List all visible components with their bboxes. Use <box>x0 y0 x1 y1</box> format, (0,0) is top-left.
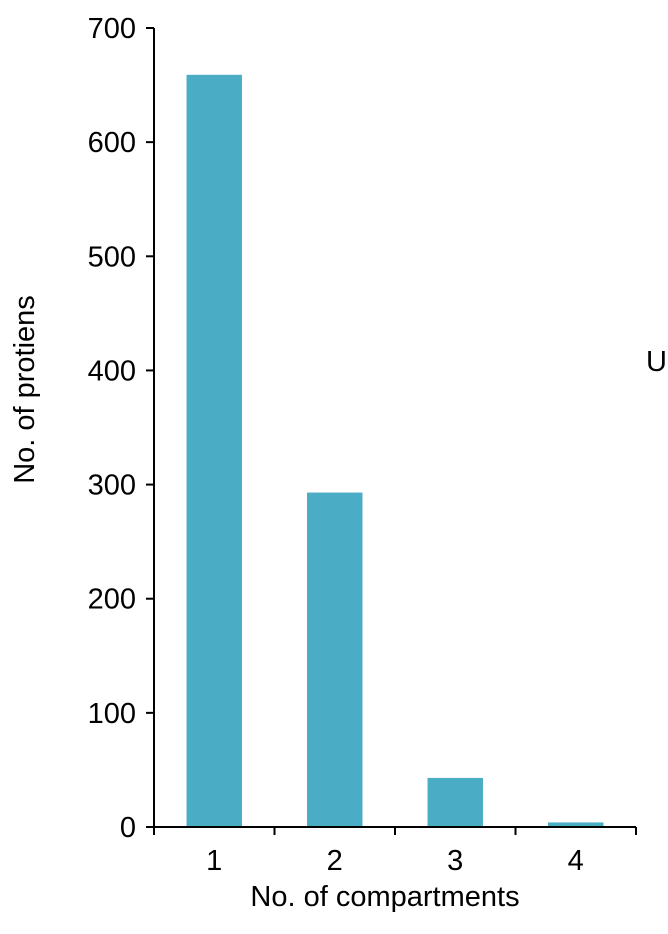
y-tick-label-500: 500 <box>88 241 136 273</box>
x-axis-title: No. of compartments <box>250 881 519 913</box>
x-axis: 1 2 3 4 <box>153 826 637 877</box>
x-tick-label-2: 2 <box>327 845 343 877</box>
bars-group <box>186 74 604 827</box>
bar-1 <box>186 74 242 827</box>
y-tick-label-600: 600 <box>88 127 136 159</box>
y-tick-label-100: 100 <box>88 698 136 730</box>
y-tick-label-300: 300 <box>88 470 136 502</box>
x-tick-label-4: 4 <box>568 845 584 877</box>
side-text: U <box>646 346 667 378</box>
y-axis: 0 100 200 300 400 500 600 700 <box>88 13 155 844</box>
x-tick-label-1: 1 <box>206 845 222 877</box>
y-tick-label-200: 200 <box>88 584 136 616</box>
y-tick-label-0: 0 <box>120 812 136 844</box>
x-tick-label-3: 3 <box>447 845 463 877</box>
y-axis-title: No. of protiens <box>9 295 41 484</box>
bar-4 <box>548 822 604 827</box>
bar-2 <box>307 492 363 827</box>
bar-3 <box>427 777 483 827</box>
y-tick-label-700: 700 <box>88 13 136 45</box>
y-tick-label-400: 400 <box>88 355 136 387</box>
